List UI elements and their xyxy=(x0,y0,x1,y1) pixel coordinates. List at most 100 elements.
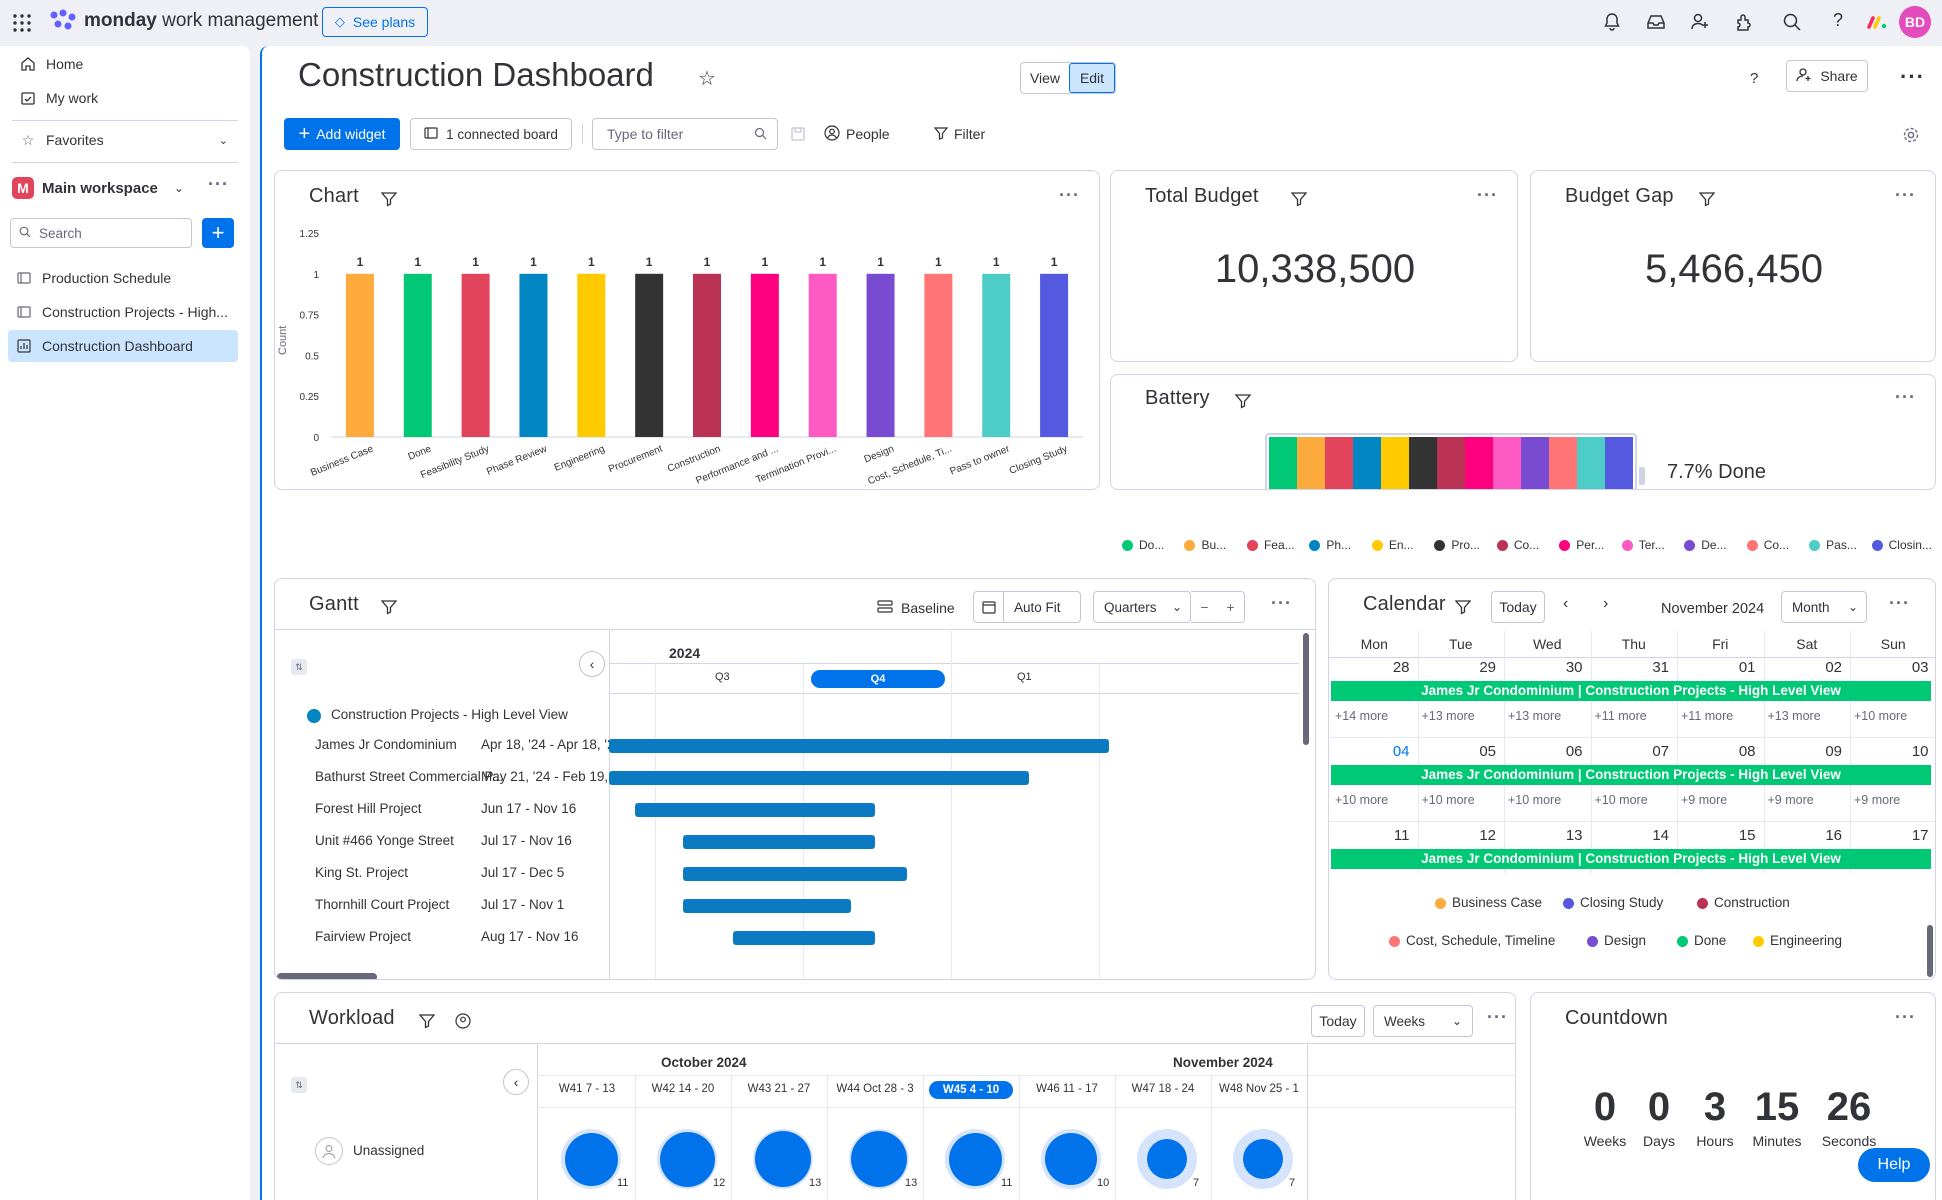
calendar-date[interactable]: 07 xyxy=(1652,743,1669,760)
legend-item[interactable]: Pas... xyxy=(1809,538,1871,558)
calendar-more-link[interactable]: +11 more xyxy=(1681,709,1734,723)
chart-bar[interactable] xyxy=(345,273,374,437)
chart-bar[interactable] xyxy=(982,273,1011,437)
calendar-date[interactable]: 02 xyxy=(1825,659,1842,676)
chart-bar[interactable] xyxy=(461,273,490,437)
chart-bar[interactable] xyxy=(1040,273,1069,437)
collapse-all-icon[interactable]: ⇅ xyxy=(291,1077,307,1093)
collapse-all-icon[interactable]: ⇅ xyxy=(291,659,307,675)
help-icon[interactable]: ? xyxy=(1832,10,1843,30)
legend-item[interactable]: Per... xyxy=(1559,538,1621,558)
person-circle-icon[interactable] xyxy=(455,1013,471,1029)
chart-bar[interactable] xyxy=(808,273,837,437)
chart-bar[interactable] xyxy=(403,273,432,437)
filter-button[interactable]: Filter xyxy=(933,118,998,150)
calendar-date[interactable]: 01 xyxy=(1738,659,1756,676)
add-item-button[interactable]: + xyxy=(202,218,234,248)
sidebar-board-item[interactable]: Production Schedule xyxy=(8,262,238,294)
week-header[interactable]: W43 21 - 27 xyxy=(747,1083,811,1095)
gantt-bar[interactable] xyxy=(733,931,875,945)
gantt-task-name[interactable]: Fairview Project xyxy=(315,929,412,944)
view-button[interactable]: View xyxy=(1029,70,1061,86)
gantt-bar[interactable] xyxy=(609,771,1029,785)
workload-bubble[interactable] xyxy=(1147,1139,1187,1179)
gantt-bar[interactable] xyxy=(683,867,907,881)
bell-icon[interactable] xyxy=(1602,12,1622,32)
gantt-task-name[interactable]: Unit #466 Yonge Street xyxy=(315,833,454,848)
calendar-date[interactable]: 09 xyxy=(1825,743,1842,760)
week-header[interactable]: W48 Nov 25 - 1 xyxy=(1219,1083,1299,1095)
chart-bar[interactable] xyxy=(577,273,606,437)
calendar-more-link[interactable]: +13 more xyxy=(1421,709,1475,723)
filter-icon[interactable] xyxy=(1455,599,1471,615)
widget-menu-icon[interactable]: ··· xyxy=(1477,185,1498,205)
collapse-panel-button[interactable]: ‹ xyxy=(579,651,605,677)
legend-item[interactable]: Design xyxy=(1587,933,1646,948)
sidebar-item-favorites[interactable]: ☆ Favorites ⌄ xyxy=(12,124,242,156)
zoom-out-button[interactable]: − xyxy=(1200,599,1209,615)
more-options-icon[interactable]: ··· xyxy=(1900,64,1925,89)
edit-button[interactable]: Edit xyxy=(1069,63,1115,93)
sidebar-board-item-active[interactable]: Construction Dashboard xyxy=(8,330,238,362)
week-header[interactable]: W44 Oct 28 - 3 xyxy=(836,1083,914,1095)
week-header[interactable]: W47 18 - 24 xyxy=(1131,1083,1195,1095)
gantt-task-name[interactable]: Forest Hill Project xyxy=(315,801,422,816)
apps-grid-icon[interactable] xyxy=(12,13,32,33)
filter-input[interactable]: Type to filter xyxy=(592,118,778,150)
gantt-bar[interactable] xyxy=(683,899,851,913)
widget-menu-icon[interactable]: ··· xyxy=(1895,185,1916,205)
widget-menu-icon[interactable]: ··· xyxy=(1487,1007,1508,1027)
collapse-panel-button[interactable]: ‹ xyxy=(503,1069,529,1095)
calendar-date[interactable]: 13 xyxy=(1565,827,1583,844)
filter-icon[interactable] xyxy=(381,191,397,207)
calendar-more-link[interactable]: +9 more xyxy=(1854,793,1901,807)
calendar-date[interactable]: 16 xyxy=(1825,827,1842,844)
widget-menu-icon[interactable]: ··· xyxy=(1895,1007,1916,1027)
calendar-date[interactable]: 28 xyxy=(1392,659,1410,676)
inbox-icon[interactable] xyxy=(1646,12,1666,32)
filter-icon[interactable] xyxy=(381,599,397,615)
widget-menu-icon[interactable]: ··· xyxy=(1895,387,1916,407)
calendar-date[interactable]: 14 xyxy=(1652,827,1669,844)
calendar-event[interactable]: James Jr Condominium | Construction Proj… xyxy=(1331,765,1931,785)
gantt-scale-dropdown[interactable]: Quarters ⌄ xyxy=(1093,591,1191,623)
invite-icon[interactable] xyxy=(1690,12,1710,32)
calendar-more-link[interactable]: +11 more xyxy=(1594,709,1647,723)
sidebar-board-item[interactable]: Construction Projects - High... xyxy=(8,296,238,328)
week-header[interactable]: W41 7 - 13 xyxy=(558,1083,616,1095)
filter-icon[interactable] xyxy=(1291,191,1307,207)
filter-icon[interactable] xyxy=(1699,191,1715,207)
chart-bar[interactable] xyxy=(750,273,779,437)
widget-menu-icon[interactable]: ··· xyxy=(1271,593,1292,613)
calendar-more-link[interactable]: +9 more xyxy=(1767,793,1814,807)
share-button[interactable]: Share xyxy=(1786,60,1868,92)
baseline-button[interactable]: Baseline xyxy=(877,593,961,623)
calendar-more-link[interactable]: +10 more xyxy=(1335,793,1389,807)
people-filter-button[interactable]: People xyxy=(824,118,898,150)
zoom-in-button[interactable]: + xyxy=(1226,599,1235,615)
calendar-date[interactable]: 12 xyxy=(1479,827,1496,844)
scrollbar-vertical[interactable] xyxy=(1927,925,1933,977)
connected-board-button[interactable]: 1 connected board xyxy=(410,118,572,150)
calendar-date[interactable]: 11 xyxy=(1393,827,1410,844)
monday-logo-icon[interactable] xyxy=(48,9,78,33)
calendar-more-link[interactable]: +13 more xyxy=(1508,709,1562,723)
prev-month-button[interactable]: ‹ xyxy=(1563,595,1569,612)
gantt-task-name[interactable]: Thornhill Court Project xyxy=(315,897,450,912)
workload-bubble[interactable] xyxy=(659,1131,715,1187)
legend-item[interactable]: Co... xyxy=(1496,538,1559,558)
week-header[interactable]: W42 14 - 20 xyxy=(651,1083,715,1095)
legend-item[interactable]: Ph... xyxy=(1309,538,1371,558)
chart-bar[interactable] xyxy=(635,273,664,437)
calendar-date[interactable]: 31 xyxy=(1652,659,1669,676)
scrollbar-vertical[interactable] xyxy=(1303,633,1309,745)
calendar-more-link[interactable]: +10 more xyxy=(1854,709,1908,723)
widget-menu-icon[interactable]: ··· xyxy=(1059,185,1080,205)
calendar-date[interactable]: 08 xyxy=(1738,743,1756,760)
product-switcher-icon[interactable] xyxy=(1866,12,1888,32)
legend-item[interactable]: Done xyxy=(1677,933,1726,948)
gantt-task-name[interactable]: King St. Project xyxy=(315,865,409,880)
search-input[interactable]: Search xyxy=(10,218,192,248)
integrations-icon[interactable] xyxy=(1734,12,1754,32)
calendar-date[interactable]: 10 xyxy=(1911,743,1929,760)
